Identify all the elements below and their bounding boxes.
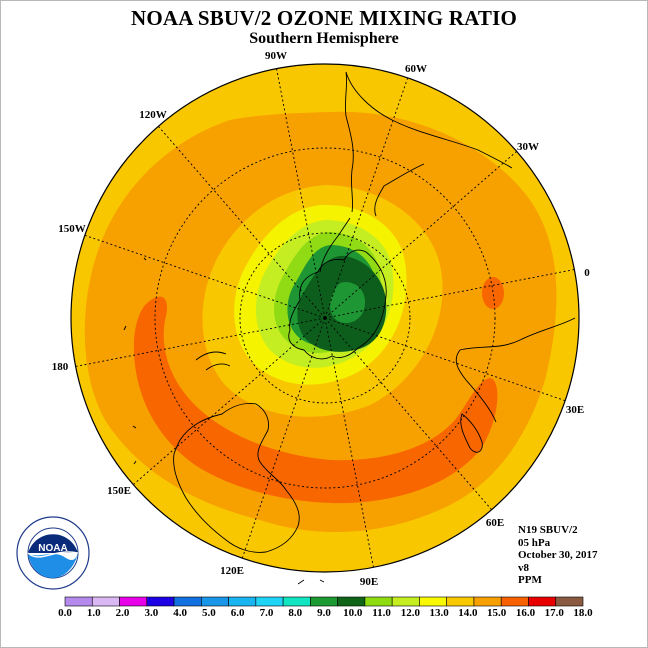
colorbar-tick-label: 13.0 <box>429 607 449 619</box>
colorbar-tick-label: 6.0 <box>230 607 245 619</box>
colorbar-tick-label: 16.0 <box>515 607 536 619</box>
lon-label-90w: 90W <box>265 50 287 62</box>
colorbar-tick-label: 0.0 <box>58 607 72 619</box>
info-unit: PPM <box>518 574 542 587</box>
colorbar-swatch <box>282 596 311 607</box>
lon-label-180: 180 <box>51 361 69 373</box>
lon-label-150w: 150W <box>58 223 86 235</box>
colorbar-tick-label: 11.0 <box>372 607 391 619</box>
latitude-circle-inner <box>239 232 411 404</box>
colorbar <box>64 596 584 607</box>
map-title: NOAA SBUV/2 OZONE MIXING RATIO <box>131 6 517 30</box>
noaa-logo-text: NOAA <box>16 518 88 590</box>
noaa-logo-label: NOAA <box>38 543 68 554</box>
colorbar-tick-label: 4.0 <box>173 607 187 619</box>
colorbar-swatch <box>555 596 584 607</box>
ozone-patch-9-10 <box>330 282 366 324</box>
colorbar-swatch <box>228 596 257 607</box>
colorbar-tick-label: 12.0 <box>400 607 420 619</box>
antarctic-peninsula <box>319 217 351 273</box>
colorbar-swatch <box>337 596 366 607</box>
africa-coast <box>455 317 576 423</box>
colorbar-swatch <box>119 596 148 607</box>
colorbar-swatch <box>255 596 284 607</box>
colorbar-tick-label: 7.0 <box>259 607 274 619</box>
madagascar-coast <box>460 413 483 453</box>
colorbar-tick-label: 2.0 <box>115 607 130 619</box>
colorbar-tick-label: 1.0 <box>86 607 101 619</box>
lon-label-150e: 150E <box>107 485 131 497</box>
meridian-line <box>324 151 517 319</box>
latitude-circle-outer <box>154 147 496 489</box>
noaa-logo <box>16 516 90 590</box>
colorbar-swatch <box>419 596 447 607</box>
lon-label-90e: 90E <box>359 576 379 588</box>
meridian-line <box>241 317 326 559</box>
ozone-field <box>71 64 579 572</box>
colorbar-tick-label: 14.0 <box>458 607 478 619</box>
colorbar-tick-label: 3.0 <box>144 607 159 619</box>
antarctica-coast <box>288 249 387 360</box>
meridian-line <box>324 317 566 402</box>
globe-outline <box>70 63 580 573</box>
colorbar-tick-label: 10.0 <box>343 607 363 619</box>
map-subtitle: Southern Hemisphere <box>249 30 399 47</box>
colorbar-swatch <box>364 596 393 607</box>
meridian-line <box>324 269 575 319</box>
meridian-line <box>84 234 326 319</box>
meridian-line <box>324 77 409 319</box>
colorbar-tick-label: 5.0 <box>202 607 216 619</box>
info-date: October 30, 2017 <box>518 549 598 562</box>
info-satellite: N19 SBUV/2 <box>518 524 578 536</box>
info-block: N19 SBUV/2 05 hPa October 30, 2017 v8 PP… <box>518 524 598 587</box>
colorbar-tick-label: 15.0 <box>487 607 507 619</box>
meridian-line <box>158 126 326 319</box>
colorbar-swatch <box>64 596 93 607</box>
lon-label-30w: 30W <box>517 141 539 153</box>
meridian-line <box>324 317 374 568</box>
colorbar-swatch <box>446 596 475 607</box>
ozone-blob-15-16 <box>482 277 504 309</box>
meridian-line <box>75 317 326 367</box>
meridian-line <box>324 317 492 510</box>
lon-label-30e: 30E <box>565 404 585 416</box>
coastlines <box>123 71 576 585</box>
south-america-coast <box>344 71 513 217</box>
colorbar-tick-label: 8.0 <box>288 607 303 619</box>
colorbar-swatch <box>173 596 202 607</box>
colorbar-swatch <box>91 596 120 607</box>
new-zealand-coast <box>195 351 231 371</box>
colorbar-tick-label: 17.0 <box>544 607 564 619</box>
meridian-line <box>276 68 326 319</box>
colorbar-swatch <box>500 596 529 607</box>
lon-label-60e: 60E <box>485 517 505 529</box>
lon-label-0: 0 <box>584 267 590 279</box>
graticule <box>75 68 575 568</box>
lon-label-120w: 120W <box>139 109 167 121</box>
info-version: v8 <box>518 561 529 574</box>
colorbar-swatch <box>473 596 502 607</box>
colorbar-swatch <box>146 596 175 607</box>
ozone-band-15-16 <box>133 296 498 504</box>
lon-label-120e: 120E <box>220 565 244 577</box>
colorbar-swatch <box>528 596 557 607</box>
colorbar-tick-label: 9.0 <box>317 607 331 619</box>
colorbar-swatch <box>391 596 420 607</box>
small-islands <box>123 257 325 585</box>
info-level: 05 hPa <box>518 536 551 549</box>
colorbar-swatch <box>310 596 338 607</box>
colorbar-tick-label: 18.0 <box>573 607 593 619</box>
lon-label-60w: 60W <box>405 63 427 75</box>
australia-coast <box>173 403 300 553</box>
colorbar-swatch <box>201 596 229 607</box>
meridians <box>75 68 575 568</box>
